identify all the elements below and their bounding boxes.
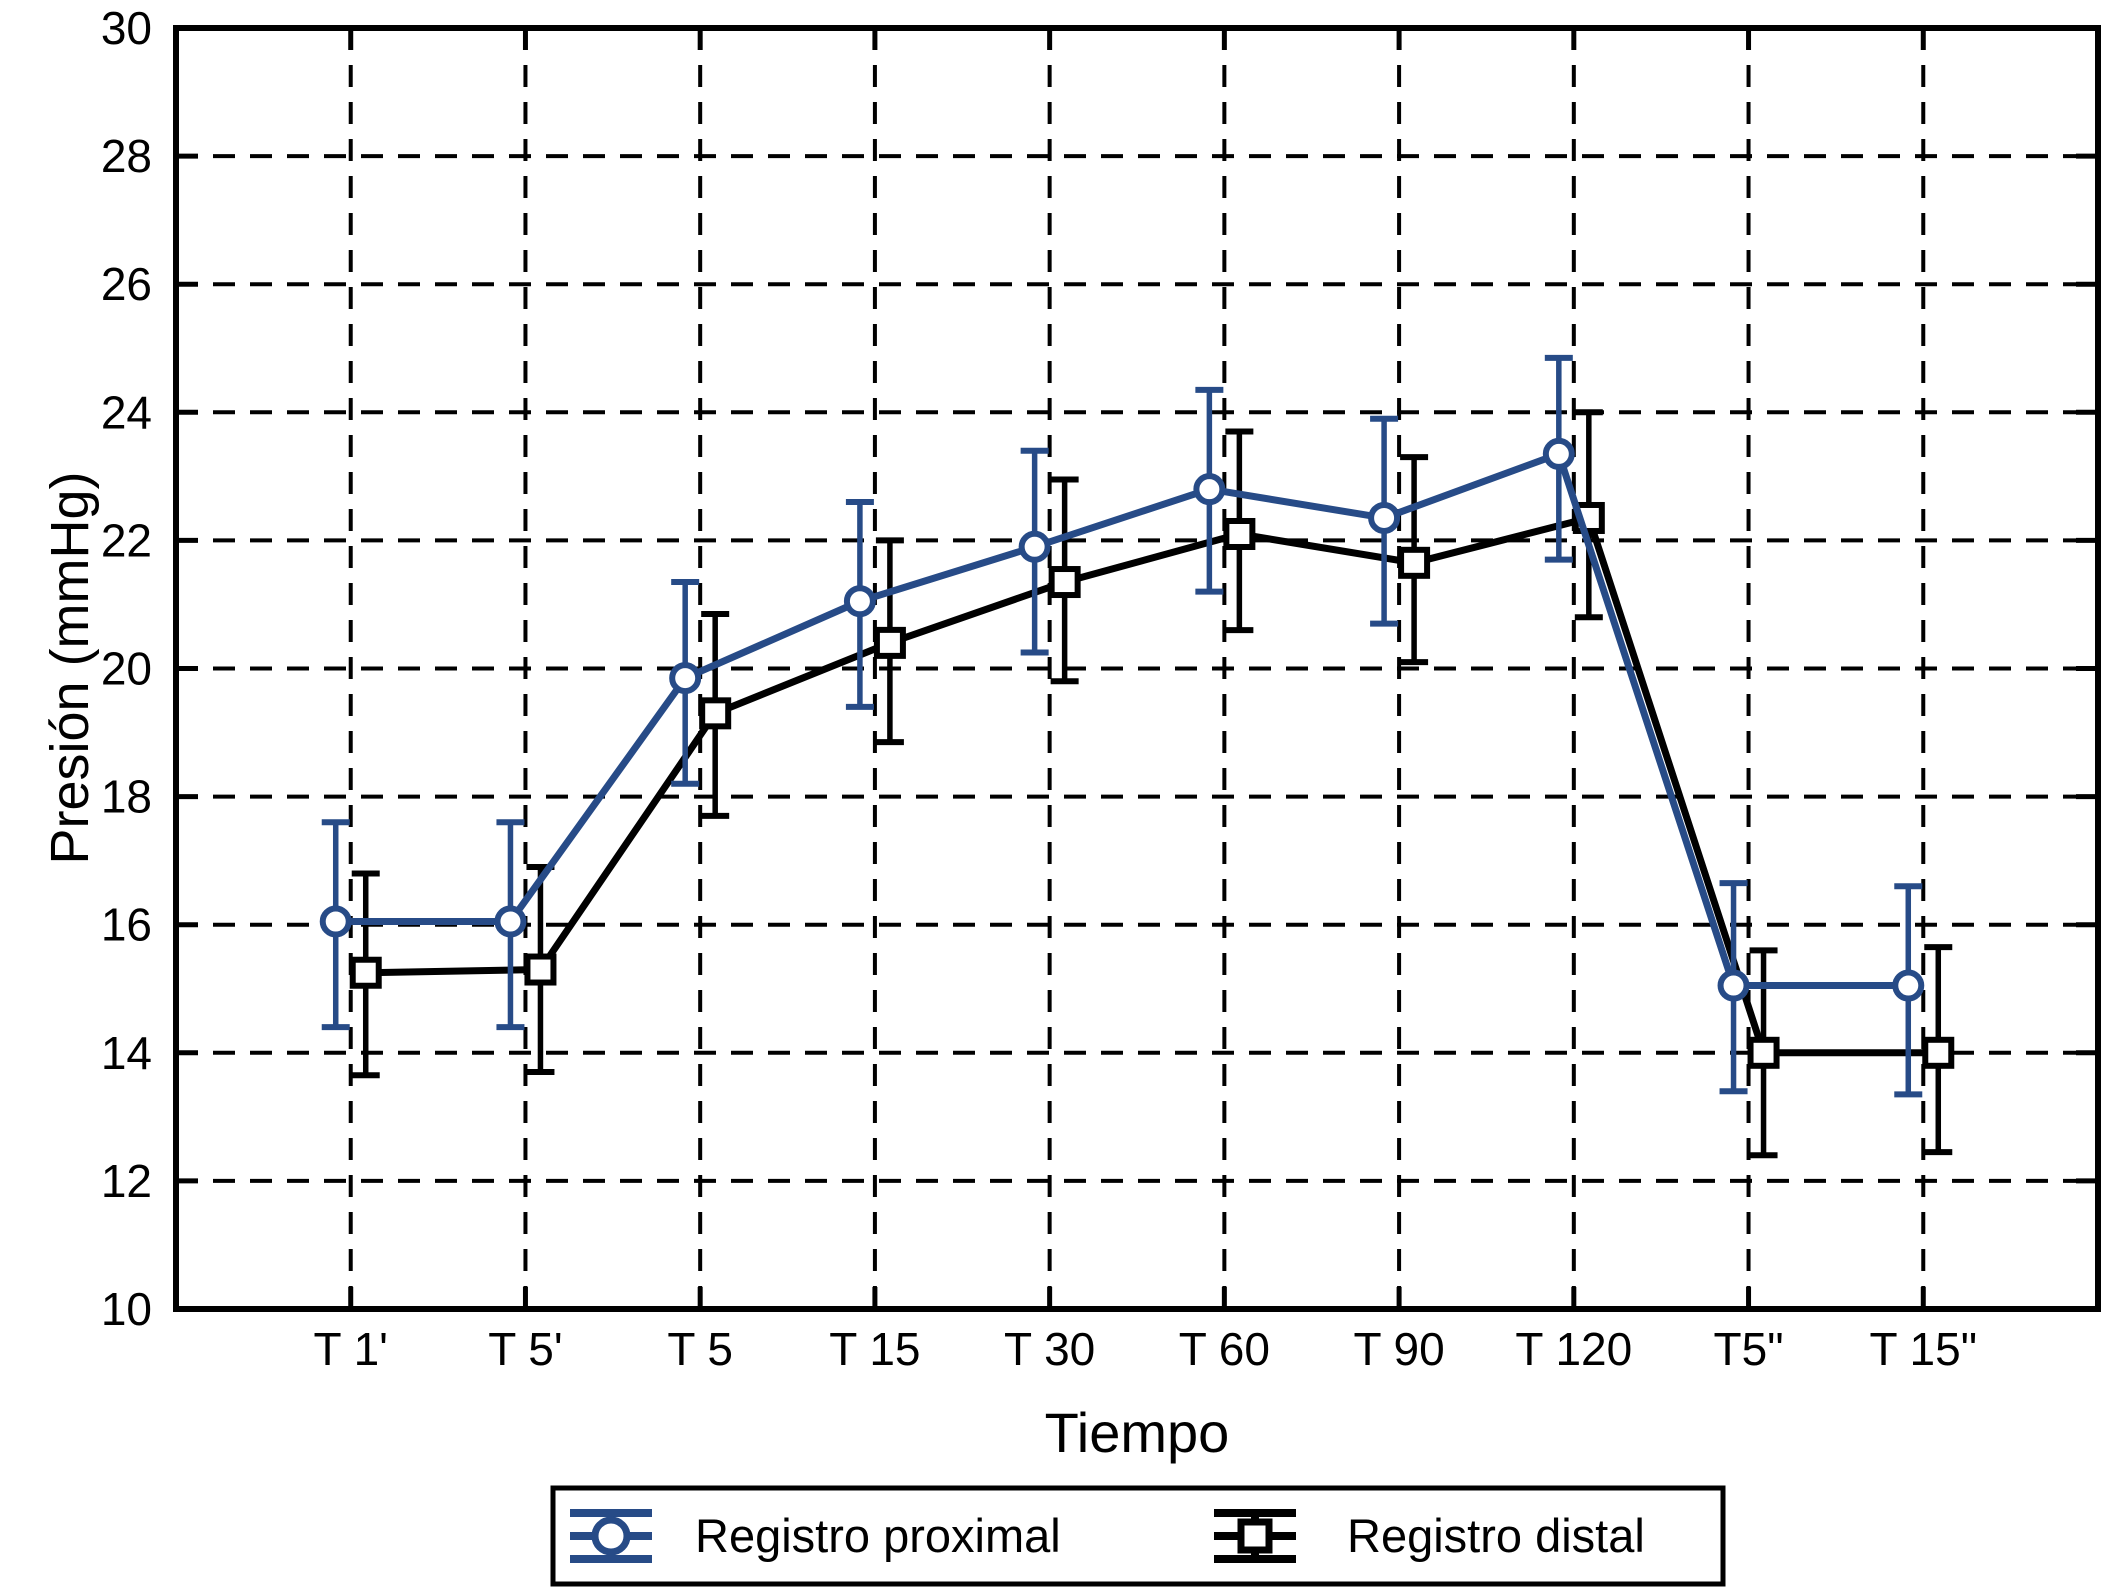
data-point-proximal xyxy=(1542,437,1575,470)
x-tick-label: T 120 xyxy=(1515,1323,1632,1375)
data-point-proximal xyxy=(1193,473,1226,506)
data-point-proximal xyxy=(1892,969,1925,1002)
axis-ticks xyxy=(176,25,2098,1312)
data-point-proximal xyxy=(1018,530,1051,563)
y-tick-label: 14 xyxy=(101,1027,152,1079)
x-tick-label: T 90 xyxy=(1353,1323,1444,1375)
y-tick-label: 12 xyxy=(101,1155,152,1207)
y-tick-label: 26 xyxy=(101,258,152,310)
data-point-proximal xyxy=(843,585,876,618)
y-tick-label: 24 xyxy=(101,386,152,438)
y-tick-label: 18 xyxy=(101,771,152,823)
axis-tick-labels: 10 12 14 16 18 20 22 24 26 28 30 T 1' T 5' T 5 T 15 T 3… xyxy=(101,2,1977,1375)
y-axis-title: Presión (mmHg) xyxy=(40,471,100,864)
data-point-proximal xyxy=(1368,501,1401,534)
x-axis-title: Tiempo xyxy=(1045,1401,1230,1464)
y-tick-label: 28 xyxy=(101,130,152,182)
data-point-distal xyxy=(1747,1036,1780,1069)
legend-marker-square-icon xyxy=(1237,1518,1273,1554)
data-series xyxy=(319,354,1955,1159)
legend-label-distal: Registro distal xyxy=(1347,1509,1645,1562)
data-point-proximal xyxy=(494,905,527,938)
plot-frame-rect xyxy=(173,25,2101,1312)
y-tick-label: 30 xyxy=(101,2,152,54)
data-point-distal xyxy=(873,626,906,659)
x-tick-label: T 30 xyxy=(1004,1323,1095,1375)
data-point-distal xyxy=(1048,566,1081,599)
legend-border xyxy=(550,1485,1726,1587)
x-tick-label: T 60 xyxy=(1179,1323,1270,1375)
data-point-distal xyxy=(1398,546,1431,579)
legend: Registro proximal Registro distal xyxy=(550,1485,1726,1587)
legend-label-proximal: Registro proximal xyxy=(695,1509,1061,1562)
data-point-distal xyxy=(1223,517,1256,550)
x-tick-label: T 5 xyxy=(667,1323,733,1375)
data-point-distal xyxy=(1922,1036,1955,1069)
data-point-distal xyxy=(1572,501,1605,534)
legend-marker-circle-icon xyxy=(591,1516,631,1556)
data-point-distal xyxy=(349,956,382,989)
data-point-distal xyxy=(524,953,557,986)
y-tick-label: 10 xyxy=(101,1283,152,1335)
legend-glyphs xyxy=(570,1509,1296,1563)
data-point-distal xyxy=(699,697,732,730)
gridlines xyxy=(176,28,2098,1309)
x-tick-label: T5" xyxy=(1714,1323,1784,1375)
x-tick-label: T 15" xyxy=(1869,1323,1977,1375)
x-tick-label: T 15 xyxy=(829,1323,920,1375)
y-tick-label: 22 xyxy=(101,514,152,566)
y-tick-label: 20 xyxy=(101,643,152,695)
plot-frame xyxy=(173,25,2101,1312)
data-point-proximal xyxy=(1717,969,1750,1002)
x-tick-label: T 5' xyxy=(488,1323,562,1375)
y-tick-label: 16 xyxy=(101,899,152,951)
series-line-distal xyxy=(365,514,1939,1057)
series-line-proximal xyxy=(335,450,1909,990)
data-point-proximal xyxy=(319,905,352,938)
x-tick-label: T 1' xyxy=(314,1323,388,1375)
data-point-proximal xyxy=(669,662,702,695)
